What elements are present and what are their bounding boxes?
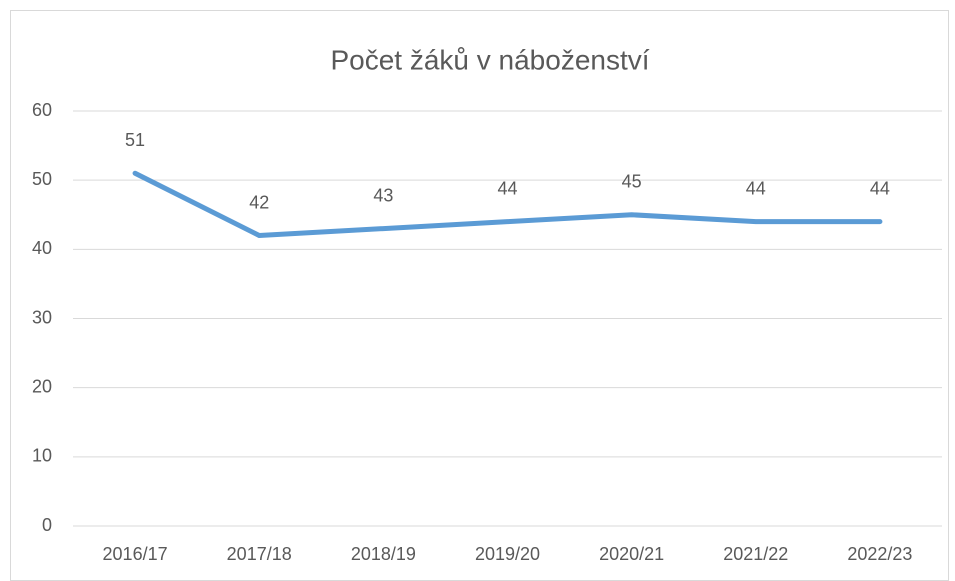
y-tick-label: 30 — [32, 307, 52, 327]
x-tick-label: 2020/21 — [599, 544, 664, 564]
line-series — [132, 170, 883, 238]
y-tick-label: 60 — [32, 100, 52, 120]
data-label: 45 — [622, 172, 642, 192]
y-tick-label: 50 — [32, 169, 52, 189]
y-tick-label: 40 — [32, 238, 52, 258]
x-tick-label: 2018/19 — [351, 544, 416, 564]
data-label: 44 — [746, 178, 766, 198]
data-label: 43 — [373, 185, 393, 205]
data-label: 51 — [125, 130, 145, 150]
data-label: 42 — [249, 192, 269, 212]
chart-border — [10, 10, 949, 581]
data-label: 44 — [497, 178, 517, 198]
y-tick-label: 0 — [42, 515, 52, 535]
y-tick-label: 20 — [32, 376, 52, 396]
x-tick-label: 2017/18 — [227, 544, 292, 564]
chart-title: Počet žáků v náboženství — [330, 44, 649, 75]
x-tick-label: 2022/23 — [847, 544, 912, 564]
data-label: 44 — [870, 178, 890, 198]
x-tick-label: 2021/22 — [723, 544, 788, 564]
x-tick-label: 2019/20 — [475, 544, 540, 564]
y-tick-label: 10 — [32, 446, 52, 466]
x-tick-label: 2016/17 — [103, 544, 168, 564]
